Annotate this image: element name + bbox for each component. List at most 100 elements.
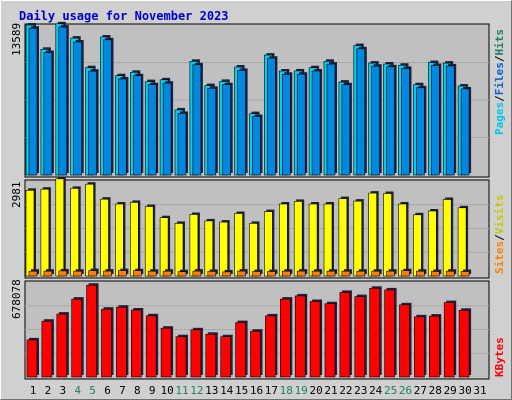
kbytes-bar-day-7 [116,306,127,378]
kbytes-bar-day-10 [160,327,172,378]
visits-bar-day-18 [278,203,288,277]
files-bar-day-18 [281,74,291,176]
x-label-day-6: 6 [104,384,111,397]
kbytes-bar-day-8 [131,309,142,378]
files-bar-day-27 [416,87,425,176]
visits-bar-day-4 [70,188,79,277]
sites-bar-day-25 [386,270,395,277]
visits-bar-day-22 [338,198,348,277]
sites-bar-day-18 [281,270,291,277]
files-bar-day-20 [311,70,321,176]
legend-hits: Hits [493,29,506,56]
x-label-day-21: 21 [324,384,337,397]
sites-bar-day-9 [147,270,157,277]
x-label-day-30: 30 [458,384,471,397]
visits-bar-day-7 [115,203,124,277]
sites-bar-day-5 [88,270,97,277]
svg-text:Sites/Visits: Sites/Visits [493,195,506,275]
sites-bar-day-20 [311,270,321,277]
kbytes-bar-day-12 [190,329,202,378]
sites-bar-day-15 [237,270,246,277]
sites-bar-day-8 [133,270,142,277]
x-label-day-14: 14 [220,384,234,397]
visits-bar-day-21 [323,203,333,277]
visits-bar-day-24 [368,192,378,277]
hits-panel-legend: Pages/Files/Hits [493,29,506,135]
sites-bar-day-1 [28,270,38,277]
bars-layer [25,21,472,378]
files-bar-day-24 [371,65,381,176]
files-bar-day-13 [207,88,217,176]
x-label-day-5: 5 [89,384,96,397]
x-axis-labels: 1 2 3 4 5 6 7 8 9 10 11 12 13 14 15 16 17 18 19 20 21 22 23 24 2… [30,384,487,397]
files-bar-day-29 [445,65,455,176]
visits-bar-day-14 [219,221,228,277]
x-label-day-29: 29 [444,384,457,397]
x-label-day-31: 31 [473,384,486,397]
sites-bar-day-29 [445,270,455,277]
kbytes-bar-day-18 [279,298,291,378]
kbytes-bar-day-26 [399,304,410,378]
kbytes-bar-day-19 [294,295,306,378]
x-label-day-3: 3 [59,384,66,397]
sites-bar-day-4 [73,270,82,277]
visits-bar-day-9 [144,206,154,277]
files-bar-day-12 [192,64,202,176]
visits-bar-day-26 [398,203,407,277]
files-bar-day-26 [401,68,410,176]
kbytes-bar-day-15 [235,322,246,378]
x-label-day-23: 23 [354,384,367,397]
kbytes-bar-day-13 [205,333,217,378]
files-bar-day-14 [222,84,231,176]
files-bar-day-22 [341,84,351,176]
sites-bar-day-3 [58,270,68,277]
x-label-day-22: 22 [339,384,352,397]
legend-visits: Visits [493,195,506,235]
files-bar-day-11 [177,113,187,176]
sites-bar-day-30 [460,271,470,277]
sites-bar-day-23 [356,270,366,277]
x-label-day-7: 7 [119,384,126,397]
files-bar-day-9 [147,84,157,176]
files-bar-day-3 [58,26,68,176]
kbytes-bar-day-22 [339,292,351,378]
x-label-day-27: 27 [414,384,427,397]
visits-bar-day-25 [383,193,392,277]
files-bar-day-1 [28,27,38,176]
files-bar-day-30 [460,88,470,176]
visits-bar-day-10 [159,217,169,277]
kbytes-bar-day-11 [175,336,187,378]
visits-bar-day-6 [100,198,109,277]
visits-bar-day-12 [189,214,199,277]
legend-files: Files [493,62,506,95]
visits-bar-day-13 [204,220,214,277]
visits-bar-day-15 [234,213,243,277]
kbytes-bar-day-17 [265,315,276,378]
legend-pages: Pages [493,102,506,135]
kbytes-bar-day-21 [324,303,336,378]
sites-bar-day-16 [252,271,261,277]
legend-sep-1: / [493,95,506,102]
sites-bar-day-6 [103,270,112,277]
sites-bar-day-26 [401,270,410,277]
visits-bar-day-1 [25,190,35,277]
kbytes-bar-day-1 [26,339,38,378]
visits-bar-day-17 [264,211,273,277]
kbytes-panel-legend: KBytes [493,337,506,377]
legend-sites: Sites [493,241,506,274]
sites-bar-day-21 [326,270,336,277]
x-label-day-25: 25 [384,384,397,397]
x-label-day-26: 26 [399,384,412,397]
x-label-day-11: 11 [175,384,188,397]
visits-bar-day-5 [85,183,94,277]
kbytes-bar-day-16 [250,330,261,378]
kbytes-max-label: 678078 [10,279,23,319]
sites-bar-day-2 [43,270,53,277]
x-label-day-10: 10 [160,384,173,397]
kbytes-bar-day-20 [309,301,321,378]
x-label-day-4: 4 [74,384,81,397]
files-bar-day-7 [118,78,127,176]
chart-title: Daily usage for November 2023 [19,9,229,23]
x-label-day-15: 15 [235,384,248,397]
visits-bar-day-2 [40,188,50,277]
